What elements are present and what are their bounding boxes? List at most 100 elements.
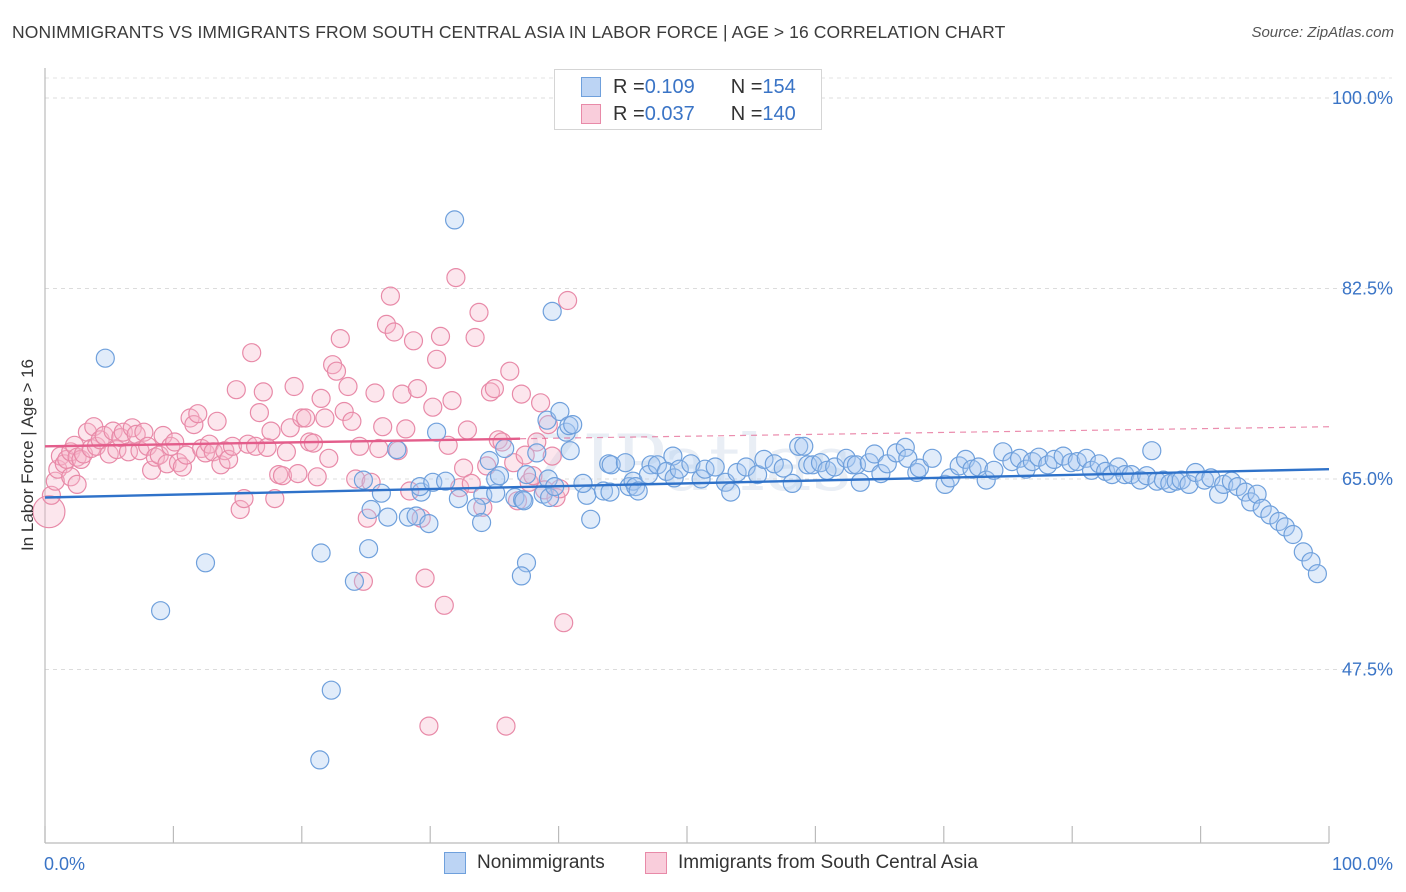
data-point [195,553,216,573]
data-point [257,437,277,457]
r-label: R = [613,75,645,98]
data-point [380,286,400,306]
data-point [1214,474,1234,494]
data-point [184,415,204,435]
data-point [512,490,533,510]
trend-line-immigrants [44,437,521,448]
data-point [573,473,593,493]
data-point [172,457,192,477]
data-point [1252,498,1272,518]
y-tick-label: 65.0% [1342,469,1393,489]
data-point [315,408,335,428]
data-point [230,499,250,520]
watermark: ZIPatlas [528,419,851,509]
data-point [407,379,427,399]
legend-item-nonimmigrants: Nonimmigrants [444,852,605,874]
data-point [442,391,462,411]
data-point [554,613,574,633]
data-point [272,466,293,486]
data-point [721,482,741,502]
data-point [207,411,227,431]
data-point [326,361,347,381]
data-point [311,388,331,408]
data-point [165,432,185,452]
data-point [593,481,614,501]
data-point [496,716,516,736]
legend-swatch-blue [581,77,601,97]
data-point [1293,542,1313,562]
data-point [530,393,551,413]
trend-lines [44,426,1330,499]
source-label: Source: ZipAtlas.com [1251,24,1394,41]
data-point [886,443,906,463]
data-point [1053,446,1073,466]
data-point [511,384,532,404]
data-point [1009,448,1030,468]
data-point [794,436,814,456]
x-tick-label-max: 100.0% [1332,854,1393,874]
data-point [472,512,492,533]
data-point [1269,511,1289,532]
data-point [523,466,543,486]
n-label: N = [730,102,763,125]
data-point [434,595,454,615]
legend-label: Nonimmigrants [477,852,605,873]
stats-legend: R = 0.109 N = 154 R = 0.037 N = 140 [554,69,822,130]
data-point [615,453,636,473]
stats-row-immigrants: R = 0.037 N = 140 [581,101,796,127]
data-point [371,483,391,503]
data-point [415,568,435,588]
y-tick-label: 47.5% [1342,660,1393,680]
data-point [1061,453,1081,473]
legend-item-immigrants: Immigrants from South Central Asia [645,852,978,874]
data-point [489,466,510,486]
data-point [265,489,285,509]
data-point [378,507,398,527]
data-point [810,453,831,473]
gridlines [45,77,1392,670]
data-point [419,513,439,534]
data-point [321,680,341,700]
data-point [454,458,474,478]
data-point [527,443,547,463]
data-point [296,408,316,428]
data-point [1241,492,1261,512]
data-point [754,449,774,469]
legend-swatch-pink [645,852,667,874]
data-point [249,403,269,423]
data-point [334,401,354,422]
data-point [226,380,246,400]
y-tick-label: 100.0% [1332,88,1393,108]
data-point [1283,524,1303,545]
data-point [479,450,499,471]
data-point [126,424,146,444]
data-point [1307,564,1328,584]
data-point [495,438,515,459]
legend-label: Immigrants from South Central Asia [678,852,978,873]
data-point [427,422,447,442]
data-point [457,420,477,440]
data-point [423,397,443,417]
data-point [307,467,327,487]
data-point [284,376,304,397]
data-point [1208,484,1229,504]
data-point [310,750,330,770]
axes [44,68,1330,844]
chart-title: NONIMMIGRANTS VS IMMIGRANTS FROM SOUTH C… [12,22,1006,42]
r-value: 0.109 [644,75,695,98]
data-point [384,322,404,342]
data-point [773,458,793,478]
data-point [514,491,534,511]
n-label: N = [730,75,763,98]
data-point [504,453,524,473]
data-point [681,454,701,474]
data-point [1301,552,1321,572]
data-point [527,432,547,452]
data-point [353,470,373,490]
stats-row-nonimmigrants: R = 0.109 N = 154 [581,74,796,100]
data-point [864,444,885,464]
data-point [469,302,489,322]
trend-line-nonimmigrants [44,468,1330,499]
data-point [151,601,171,621]
